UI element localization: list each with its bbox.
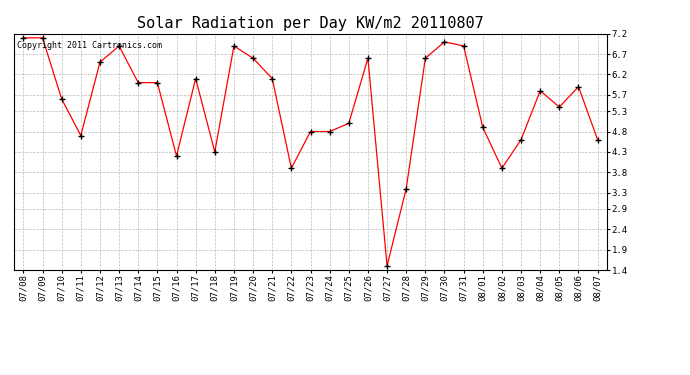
Title: Solar Radiation per Day KW/m2 20110807: Solar Radiation per Day KW/m2 20110807 — [137, 16, 484, 31]
Text: Copyright 2011 Cartronics.com: Copyright 2011 Cartronics.com — [17, 41, 161, 50]
